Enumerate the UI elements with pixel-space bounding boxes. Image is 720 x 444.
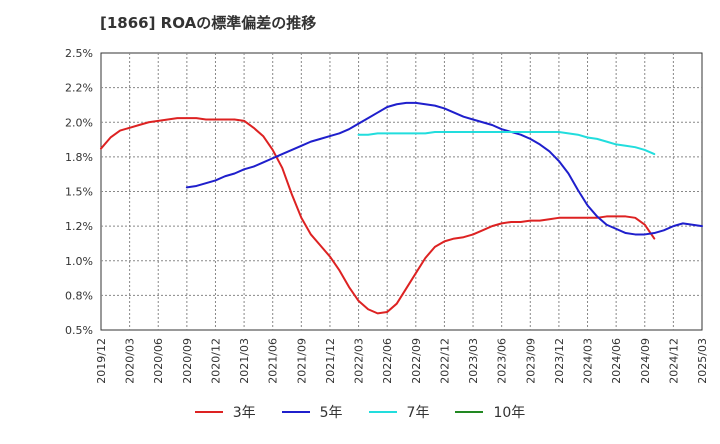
- x-tick-label: 2020/12: [209, 338, 222, 384]
- legend-swatch: [455, 411, 484, 413]
- y-tick-label: 0.5%: [65, 324, 93, 337]
- x-tick-label: 2020/09: [181, 338, 194, 384]
- x-tick-label: 2024/09: [639, 338, 652, 384]
- legend-label: 5年: [319, 405, 343, 421]
- x-tick-label: 2022/03: [353, 338, 366, 384]
- x-tick-label: 2023/12: [553, 338, 566, 384]
- series-line-2: [185, 101, 703, 236]
- y-tick-label: 2.2%: [65, 82, 93, 95]
- legend-item-1: 3年: [194, 402, 256, 422]
- legend-label: 10年: [493, 405, 526, 421]
- legend-label: 7年: [406, 405, 430, 421]
- x-tick-label: 2024/03: [582, 338, 595, 384]
- legend-label: 3年: [232, 405, 256, 421]
- legend-swatch: [281, 411, 310, 413]
- series-line-3: [357, 130, 656, 156]
- x-tick-label: 2022/12: [438, 338, 451, 384]
- x-tick-label: 2021/12: [324, 338, 337, 384]
- y-tick-label: 2.5%: [65, 47, 93, 60]
- y-tick-label: 1.8%: [65, 151, 93, 164]
- series-line-1: [100, 117, 656, 315]
- x-tick-label: 2021/03: [238, 338, 251, 384]
- legend-item-3: 7年: [368, 402, 430, 422]
- legend-item-4: 10年: [455, 402, 525, 422]
- y-tick-label: 1.5%: [65, 186, 93, 199]
- legend-swatch: [194, 411, 223, 413]
- x-tick-label: 2022/06: [381, 338, 394, 384]
- x-tick-label: 2019/12: [95, 338, 108, 384]
- y-tick-label: 2.0%: [65, 116, 93, 129]
- legend-swatch: [368, 411, 397, 413]
- x-tick-label: 2021/06: [267, 338, 280, 384]
- x-tick-label: 2022/09: [410, 338, 423, 384]
- x-tick-label: 2021/09: [295, 338, 308, 384]
- x-tick-label: 2020/06: [152, 338, 165, 384]
- chart-legend: 3年 5年 7年 10年: [0, 402, 720, 422]
- y-tick-label: 1.0%: [65, 255, 93, 268]
- chart-title: [1866] ROAの標準偏差の推移: [100, 14, 317, 32]
- y-tick-label: 1.2%: [65, 220, 93, 233]
- x-tick-label: 2024/06: [610, 338, 623, 384]
- x-tick-label: 2023/06: [496, 338, 509, 384]
- x-tick-label: 2020/03: [124, 338, 137, 384]
- x-tick-label: 2024/12: [667, 338, 680, 384]
- legend-item-2: 5年: [281, 402, 343, 422]
- x-tick-label: 2025/03: [696, 338, 709, 384]
- x-tick-label: 2023/09: [524, 338, 537, 384]
- y-tick-label: 0.8%: [65, 289, 93, 302]
- x-tick-label: 2023/03: [467, 338, 480, 384]
